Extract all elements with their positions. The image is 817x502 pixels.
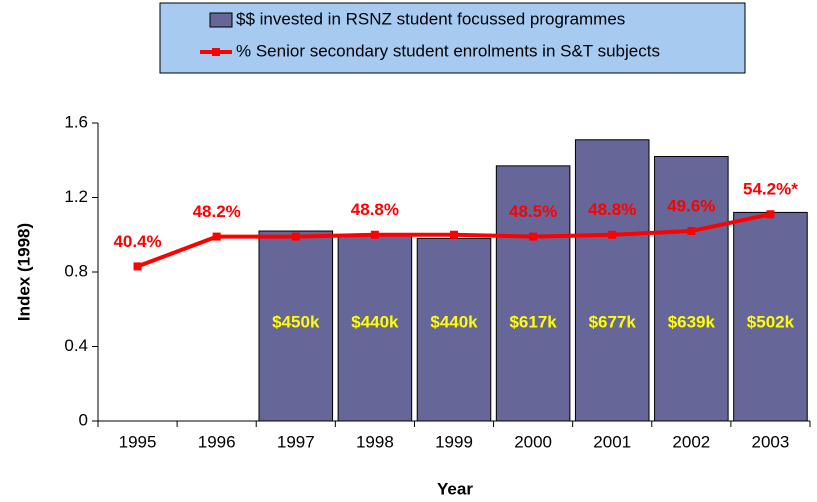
data-label: 48.5% <box>509 202 557 221</box>
data-label: 48.2% <box>193 202 241 221</box>
bar <box>495 165 571 422</box>
line-marker <box>687 227 696 236</box>
data-label: 40.4% <box>113 232 161 251</box>
y-tick-label: 1.2 <box>64 187 88 206</box>
data-label: 48.8% <box>588 200 636 219</box>
x-tick-label: 2002 <box>672 432 710 451</box>
legend-box <box>159 2 746 74</box>
y-tick-label: 1.6 <box>64 112 88 131</box>
line-marker <box>212 232 221 241</box>
data-label: $440k <box>430 312 478 331</box>
y-tick-label: 0.8 <box>64 261 88 280</box>
y-axis-label: Index (1998) <box>14 223 33 321</box>
x-tick-label: 1997 <box>277 432 315 451</box>
data-label: $440k <box>351 312 399 331</box>
line-marker <box>370 230 379 239</box>
bar <box>416 237 492 422</box>
data-label: $502k <box>747 312 795 331</box>
legend-swatch <box>209 12 233 28</box>
bar <box>654 156 729 422</box>
bar <box>337 234 413 422</box>
x-axis-label: Year <box>437 479 473 498</box>
legend-label: $$ invested in RSNZ student focussed pro… <box>236 9 625 28</box>
data-label: $677k <box>589 312 637 331</box>
y-tick-label: 0 <box>79 410 88 429</box>
data-label: $639k <box>668 312 716 331</box>
data-label: $450k <box>272 312 320 331</box>
bar <box>574 139 650 422</box>
line-marker <box>766 210 775 219</box>
line-marker <box>450 230 458 239</box>
x-tick-label: 1996 <box>198 432 236 451</box>
x-tick-label: 2000 <box>514 432 552 451</box>
line-marker <box>133 262 142 271</box>
line-marker <box>291 232 300 241</box>
legend-marker <box>212 48 220 56</box>
x-tick-label: 2003 <box>752 432 790 451</box>
line-marker <box>608 230 617 239</box>
x-tick-label: 1998 <box>356 432 394 451</box>
data-label: 49.6% <box>667 197 715 216</box>
y-tick-label: 0.4 <box>64 336 88 355</box>
line-marker <box>529 232 538 241</box>
data-label: 48.8% <box>351 200 399 219</box>
data-label: $617k <box>509 312 557 331</box>
legend-label: % Senior secondary student enrolments in… <box>236 41 660 60</box>
x-tick-label: 1995 <box>119 432 157 451</box>
x-tick-label: 2001 <box>593 432 631 451</box>
bar <box>258 230 334 422</box>
x-tick-label: 1999 <box>435 432 473 451</box>
data-label: 54.2%* <box>743 180 798 199</box>
